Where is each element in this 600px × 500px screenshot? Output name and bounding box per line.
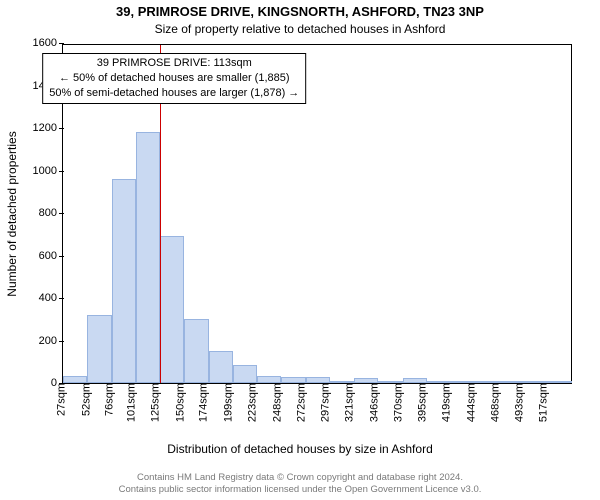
histogram-bar — [209, 351, 233, 383]
y-tick-label: 200 — [39, 335, 63, 347]
x-tick-label: 223sqm — [240, 383, 258, 422]
x-tick-label: 248sqm — [265, 383, 283, 422]
y-tick-label: 1600 — [33, 37, 63, 49]
histogram-bar — [233, 365, 257, 383]
x-tick-label: 395sqm — [411, 383, 429, 422]
plot-area: 0200400600800100012001400160027sqm52sqm7… — [62, 44, 572, 384]
attribution-line-2: Contains public sector information licen… — [119, 484, 482, 495]
y-tick-label: 1000 — [33, 165, 63, 177]
x-tick-label: 444sqm — [459, 383, 477, 422]
annotation-line: ← 50% of detached houses are smaller (1,… — [49, 71, 299, 86]
x-tick-label: 76sqm — [98, 383, 116, 416]
x-tick-label: 125sqm — [143, 383, 161, 422]
x-tick-label: 346sqm — [362, 383, 380, 422]
annotation-line: 39 PRIMROSE DRIVE: 113sqm — [49, 56, 299, 71]
chart-subtitle: Size of property relative to detached ho… — [0, 22, 600, 36]
histogram-bar — [257, 376, 281, 383]
chart-title: 39, PRIMROSE DRIVE, KINGSNORTH, ASHFORD,… — [0, 4, 600, 19]
x-tick-label: 150sqm — [168, 383, 186, 422]
y-tick-label: 1200 — [33, 122, 63, 134]
annotation-line: 50% of semi-detached houses are larger (… — [49, 86, 299, 101]
x-tick-label: 272sqm — [289, 383, 307, 422]
y-axis-label: Number of detached properties — [5, 131, 19, 296]
x-axis-label: Distribution of detached houses by size … — [0, 442, 600, 456]
histogram-bar — [63, 376, 87, 383]
annotation-box: 39 PRIMROSE DRIVE: 113sqm← 50% of detach… — [42, 53, 306, 104]
y-tick-label: 400 — [39, 292, 63, 304]
x-tick-label: 370sqm — [386, 383, 404, 422]
histogram-bar — [184, 319, 208, 383]
x-tick-label: 101sqm — [120, 383, 138, 422]
x-tick-label: 517sqm — [532, 383, 550, 422]
histogram-bar — [136, 132, 160, 383]
x-tick-label: 297sqm — [314, 383, 332, 422]
x-tick-label: 493sqm — [508, 383, 526, 422]
histogram-bar — [87, 315, 111, 383]
histogram-bar — [160, 236, 184, 383]
histogram-bar — [112, 179, 136, 383]
y-tick-label: 800 — [39, 207, 63, 219]
histogram-bar — [548, 381, 572, 383]
x-tick-label: 199sqm — [217, 383, 235, 422]
x-tick-label: 419sqm — [434, 383, 452, 422]
x-tick-label: 321sqm — [337, 383, 355, 422]
attribution-line-1: Contains HM Land Registry data © Crown c… — [137, 472, 463, 483]
x-tick-label: 174sqm — [192, 383, 210, 422]
y-tick-label: 600 — [39, 250, 63, 262]
x-tick-label: 468sqm — [483, 383, 501, 422]
x-tick-label: 52sqm — [74, 383, 92, 416]
chart-container: 39, PRIMROSE DRIVE, KINGSNORTH, ASHFORD,… — [0, 0, 600, 500]
x-tick-label: 27sqm — [49, 383, 67, 416]
attribution-text: Contains HM Land Registry data © Crown c… — [0, 472, 600, 496]
